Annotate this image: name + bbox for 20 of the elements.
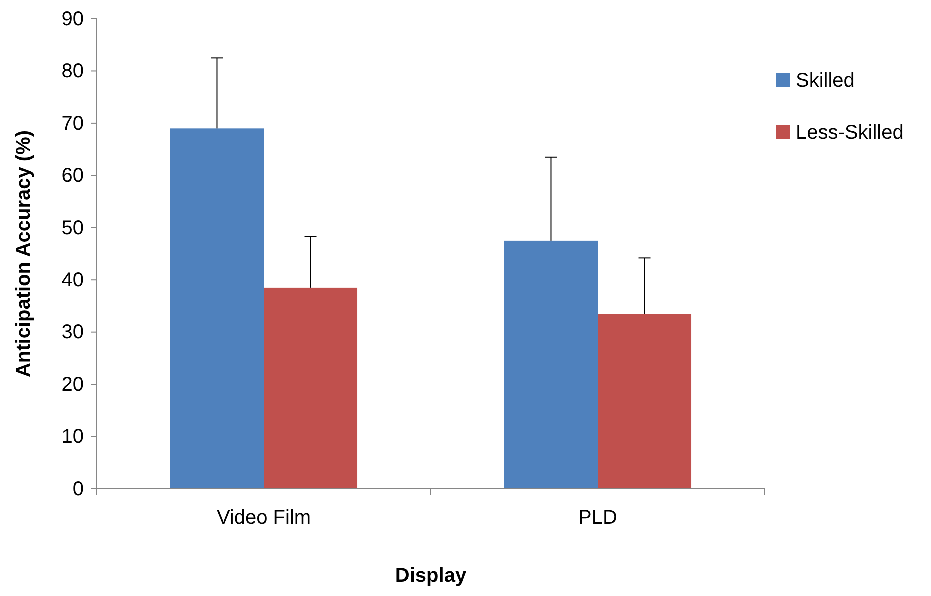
y-tick-label: 0	[72, 478, 84, 500]
x-tick-label: PLD	[578, 507, 618, 529]
bar	[264, 288, 358, 489]
bar	[170, 128, 264, 489]
y-tick-label: 60	[62, 165, 84, 188]
y-tick-label: 70	[62, 112, 84, 135]
y-axis-title: Anticipation Accuracy (%)	[13, 130, 35, 378]
y-tick-label: 50	[62, 217, 84, 240]
bar	[598, 314, 692, 489]
legend-label: Less-Skilled	[796, 122, 904, 144]
y-tick-label: 90	[62, 8, 84, 30]
x-axis-title: Display	[395, 565, 468, 587]
y-tick-label: 80	[62, 60, 84, 83]
y-tick-label: 40	[62, 270, 84, 292]
y-tick-label: 10	[62, 426, 84, 448]
y-tick-label: 30	[62, 322, 84, 344]
y-tick-label: 20	[62, 374, 84, 396]
x-tick-label: Video Film	[216, 507, 312, 529]
legend-label: Skilled	[796, 70, 855, 92]
bar	[504, 240, 598, 489]
